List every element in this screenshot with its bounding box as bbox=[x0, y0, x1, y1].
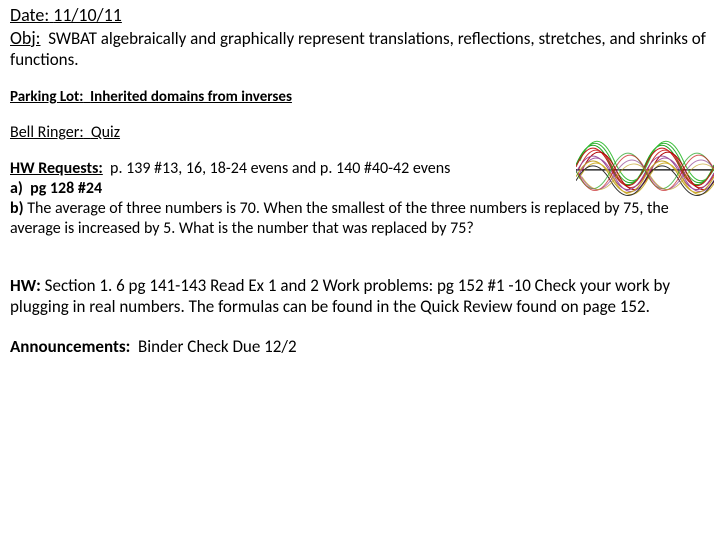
announcements-label: Announcements: bbox=[10, 336, 130, 357]
bell-ringer-label: Bell Ringer: bbox=[10, 123, 84, 142]
hw-requests-text: p. 139 #13, 16, 18-24 evens and p. 140 #… bbox=[110, 159, 450, 178]
hw-item-a-label: a) bbox=[10, 179, 23, 198]
obj-text: SWBAT algebraically and graphically repr… bbox=[10, 28, 706, 71]
hw-item-b-text: The average of three numbers is 70. When… bbox=[10, 199, 669, 238]
announcements-line: Announcements: Binder Check Due 12/2 bbox=[10, 336, 712, 357]
date-line: Date: 11/10/11 bbox=[10, 4, 712, 27]
date-value: 11/10/11 bbox=[53, 4, 122, 26]
homework-line: HW: Section 1. 6 pg 141-143 Read Ex 1 an… bbox=[10, 275, 712, 318]
announcements-text: Binder Check Due 12/2 bbox=[138, 336, 297, 357]
parking-lot-text: Inherited domains from inverses bbox=[90, 88, 292, 106]
date-label: Date: bbox=[10, 4, 49, 26]
hw-item-b-label: b) bbox=[10, 199, 24, 218]
hw-item-b-qmark: ? bbox=[466, 219, 473, 238]
homework-label: HW: bbox=[10, 275, 41, 296]
parking-lot-label: Parking Lot: bbox=[10, 88, 83, 106]
wave-3d-icon bbox=[576, 115, 714, 205]
hw-item-a-text: pg 128 #24 bbox=[30, 179, 102, 198]
objective-line: Obj: SWBAT algebraically and graphically… bbox=[10, 27, 712, 71]
bell-ringer-text: Quiz bbox=[91, 123, 120, 142]
lesson-slide: Date: 11/10/11 Obj: SWBAT algebraically … bbox=[0, 0, 720, 540]
hw-item-b: b) The average of three numbers is 70. W… bbox=[10, 199, 712, 239]
parking-lot-line: Parking Lot: Inherited domains from inve… bbox=[10, 88, 712, 107]
homework-text: Section 1. 6 pg 141-143 Read Ex 1 and 2 … bbox=[10, 275, 670, 317]
obj-label: Obj: bbox=[10, 27, 41, 49]
hw-requests-label: HW Requests: bbox=[10, 159, 103, 178]
